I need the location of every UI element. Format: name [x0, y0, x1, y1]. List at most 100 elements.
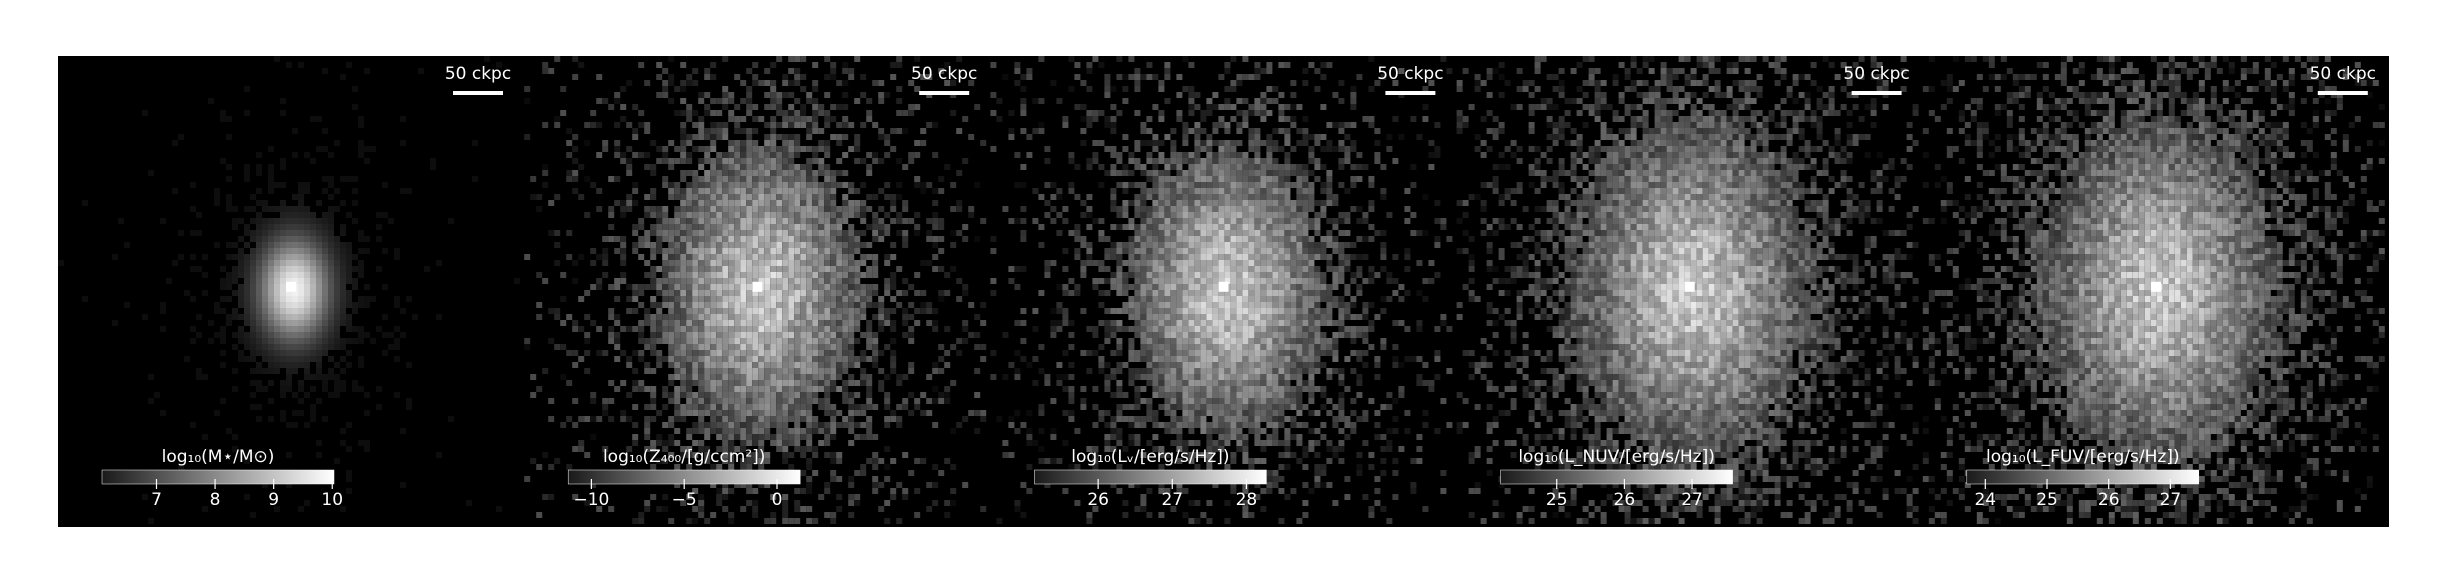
pixel [812, 362, 818, 368]
pixel [746, 194, 752, 200]
pixel [890, 494, 896, 500]
pixel [800, 386, 806, 392]
pixel [322, 350, 328, 356]
pixel [692, 248, 698, 254]
pixel [160, 410, 166, 416]
pixel [770, 206, 776, 212]
pixel [1248, 308, 1254, 314]
pixel [1152, 212, 1158, 218]
pixel [890, 416, 896, 422]
pixel [908, 284, 914, 290]
pixel [262, 368, 268, 374]
pixel [656, 242, 662, 248]
pixel [716, 494, 722, 500]
pixel [1254, 74, 1260, 80]
pixel [178, 254, 184, 260]
pixel [310, 290, 316, 296]
pixel [842, 350, 848, 356]
pixel [1080, 200, 1086, 206]
pixel [1176, 212, 1182, 218]
pixel [782, 302, 788, 308]
pixel [776, 296, 782, 302]
pixel [1206, 296, 1212, 302]
pixel [770, 308, 776, 314]
pixel [836, 368, 842, 374]
pixel [1188, 266, 1194, 272]
pixel [1296, 314, 1302, 320]
pixel [1380, 188, 1386, 194]
pixel [800, 302, 806, 308]
pixel [746, 344, 752, 350]
pixel [674, 266, 680, 272]
pixel [734, 374, 740, 380]
pixel [938, 470, 944, 476]
pixel [572, 74, 578, 80]
pixel [800, 338, 806, 344]
pixel [650, 350, 656, 356]
pixel [310, 242, 316, 248]
pixel [1290, 230, 1296, 236]
pixel [346, 254, 352, 260]
pixel [872, 362, 878, 368]
pixel [614, 386, 620, 392]
pixel [866, 416, 872, 422]
pixel [1146, 308, 1152, 314]
pixel [674, 188, 680, 194]
pixel [584, 332, 590, 338]
pixel [878, 206, 884, 212]
pixel [770, 380, 776, 386]
pixel [710, 242, 716, 248]
pixel [448, 416, 454, 422]
pixel [1308, 302, 1314, 308]
pixel [1182, 206, 1188, 212]
pixel [1188, 110, 1194, 116]
pixel [1236, 152, 1242, 158]
pixel [1122, 242, 1128, 248]
pixel [824, 410, 830, 416]
pixel [770, 302, 776, 308]
pixel [722, 338, 728, 344]
pixel [316, 266, 322, 272]
pixel [1230, 212, 1236, 218]
pixel [830, 290, 836, 296]
pixel [1146, 62, 1152, 68]
pixel [866, 374, 872, 380]
pixel [1290, 218, 1296, 224]
pixel [322, 332, 328, 338]
pixel [824, 206, 830, 212]
pixel [656, 284, 662, 290]
pixel [728, 206, 734, 212]
pixel [776, 104, 782, 110]
pixel [1284, 194, 1290, 200]
pixel [782, 122, 788, 128]
pixel [722, 290, 728, 296]
pixel [1164, 98, 1170, 104]
pixel [1440, 56, 1446, 62]
pixel [1188, 314, 1194, 320]
pixel [1122, 260, 1128, 266]
pixel [650, 494, 656, 500]
pixel [650, 266, 656, 272]
pixel [590, 392, 596, 398]
pixel [190, 206, 196, 212]
pixel [818, 188, 824, 194]
pixel [782, 380, 788, 386]
pixel [740, 242, 746, 248]
pixel [370, 146, 376, 152]
pixel [752, 422, 758, 428]
pixel [752, 182, 758, 188]
pixel [662, 266, 668, 272]
pixel [800, 506, 806, 512]
pixel [1380, 266, 1386, 272]
pixel [878, 236, 884, 242]
pixel [932, 236, 938, 242]
pixel [1278, 218, 1284, 224]
pixel [794, 260, 800, 266]
pixel [472, 140, 478, 146]
pixel [782, 368, 788, 374]
pixel [866, 98, 872, 104]
pixel [932, 320, 938, 326]
pixel [1176, 206, 1182, 212]
pixel [1230, 140, 1236, 146]
pixel [244, 278, 250, 284]
